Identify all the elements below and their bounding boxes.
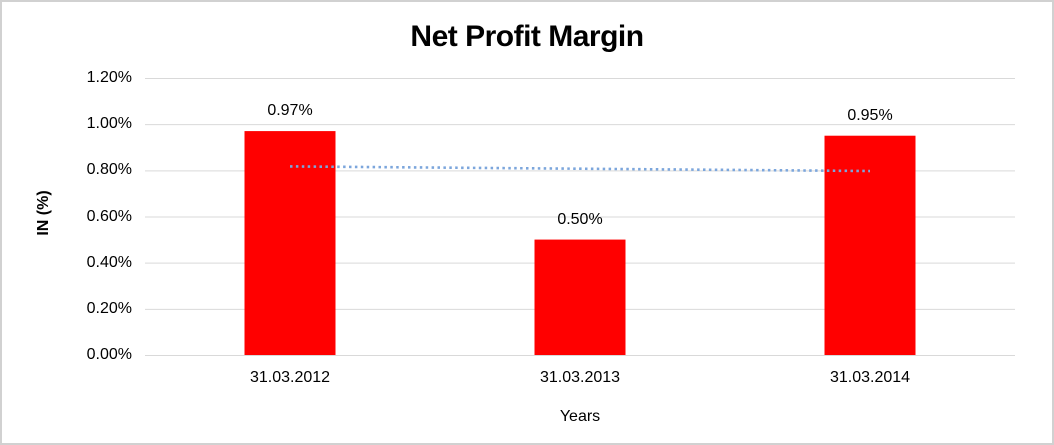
x-category-label: 31.03.2013	[539, 369, 621, 386]
y-tick-label: 0.40%	[86, 253, 132, 271]
chart-title: Net Profit Margin	[410, 20, 644, 53]
x-category-label: 31.03.2012	[249, 369, 331, 386]
y-tick-label: 0.20%	[86, 299, 132, 317]
bar-data-label: 0.95%	[847, 106, 893, 124]
y-tick-label: 1.00%	[86, 115, 132, 133]
trendline	[289, 165, 871, 173]
bar-31.03.2013	[534, 239, 626, 355]
x-category-label: 31.03.2014	[829, 369, 911, 386]
y-tick-label: 0.80%	[86, 161, 132, 179]
bar-31.03.2012	[244, 131, 336, 355]
bar-data-label: 0.97%	[267, 102, 313, 120]
y-tick-label: 0.00%	[86, 346, 132, 363]
x-axis-title: Years	[559, 408, 601, 425]
y-tick-label: 0.60%	[86, 207, 132, 225]
bar-31.03.2014	[824, 135, 916, 355]
y-tick-label: 1.20%	[86, 69, 132, 86]
bar-data-label: 0.50%	[557, 210, 603, 228]
